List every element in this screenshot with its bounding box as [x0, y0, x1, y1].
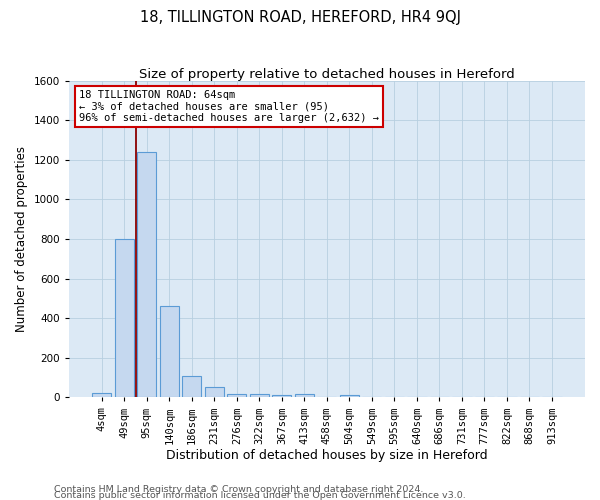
Bar: [160, 306, 179, 398]
Title: Size of property relative to detached houses in Hereford: Size of property relative to detached ho…: [139, 68, 515, 80]
Bar: [205, 386, 224, 398]
Y-axis label: Number of detached properties: Number of detached properties: [15, 146, 28, 332]
Text: Contains public sector information licensed under the Open Government Licence v3: Contains public sector information licen…: [54, 490, 466, 500]
Bar: [182, 376, 202, 398]
Text: 18, TILLINGTON ROAD, HEREFORD, HR4 9QJ: 18, TILLINGTON ROAD, HEREFORD, HR4 9QJ: [139, 10, 461, 25]
Text: Contains HM Land Registry data © Crown copyright and database right 2024.: Contains HM Land Registry data © Crown c…: [54, 484, 424, 494]
Bar: [250, 394, 269, 398]
Bar: [340, 396, 359, 398]
Bar: [137, 152, 157, 398]
Bar: [295, 394, 314, 398]
Bar: [227, 394, 247, 398]
X-axis label: Distribution of detached houses by size in Hereford: Distribution of detached houses by size …: [166, 450, 488, 462]
Text: 18 TILLINGTON ROAD: 64sqm
← 3% of detached houses are smaller (95)
96% of semi-d: 18 TILLINGTON ROAD: 64sqm ← 3% of detach…: [79, 90, 379, 123]
Bar: [115, 239, 134, 398]
Bar: [272, 396, 292, 398]
Bar: [92, 394, 112, 398]
